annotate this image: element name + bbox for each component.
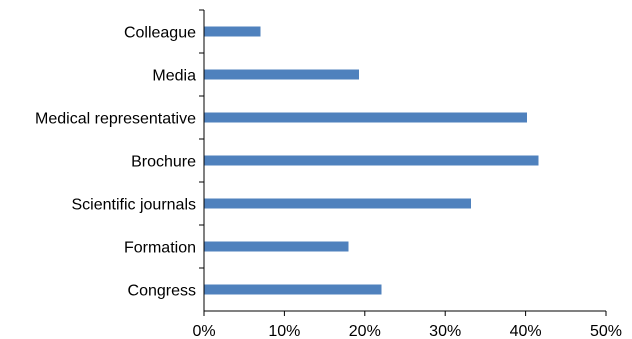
- category-label: Media: [152, 68, 196, 85]
- category-label: Brochure: [131, 154, 196, 171]
- bar-colleague: [204, 26, 261, 37]
- bar-formation: [204, 241, 349, 252]
- category-label: Formation: [124, 240, 196, 257]
- category-label: Medical representative: [35, 111, 196, 128]
- category-labels-group: Colleague Media Medical representative Broc…: [35, 25, 196, 300]
- x-tick-label: 10%: [268, 323, 300, 339]
- category-label: Colleague: [124, 25, 196, 42]
- x-ticks-group: 0% 10% 20% 30% 40% 50%: [192, 9, 622, 339]
- category-label: Congress: [128, 283, 196, 300]
- category-label: Scientific journals: [72, 197, 197, 214]
- bars-group: [204, 26, 539, 295]
- bar-brochure: [204, 155, 539, 166]
- x-tick-label: 0%: [192, 323, 215, 339]
- x-tick-label: 30%: [429, 323, 461, 339]
- bar-scientific-journals: [204, 198, 471, 209]
- x-tick-label: 40%: [510, 323, 542, 339]
- bar-media: [204, 69, 360, 80]
- x-tick-label: 20%: [349, 323, 381, 339]
- x-tick-label: 50%: [590, 323, 622, 339]
- bar-congress: [204, 284, 382, 295]
- bar-medical-representative: [204, 112, 528, 123]
